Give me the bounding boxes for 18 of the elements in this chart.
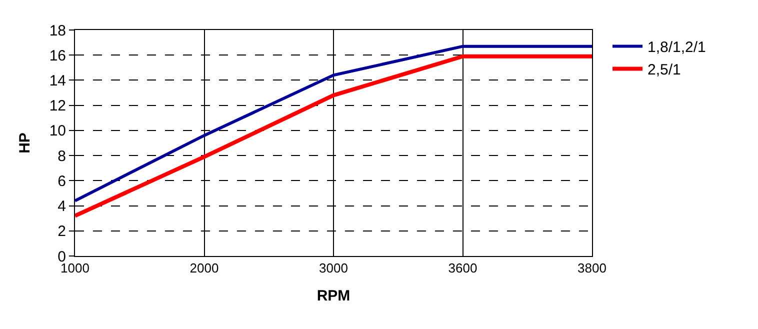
y-axis-title: HP bbox=[16, 132, 34, 154]
x-tick-label: 2000 bbox=[190, 260, 219, 276]
y-tick-label: 12 bbox=[49, 98, 66, 115]
x-tick-label: 3600 bbox=[448, 260, 478, 276]
y-tick-label: 8 bbox=[58, 148, 66, 165]
y-tick-label: 16 bbox=[49, 47, 66, 64]
y-tick-label: 6 bbox=[58, 172, 66, 190]
x-tick-label: 3000 bbox=[319, 260, 348, 276]
legend-label: 1,8/1,2/1 bbox=[648, 39, 706, 56]
legend-label: 2,5/1 bbox=[648, 62, 681, 79]
y-tick-label: 2 bbox=[58, 223, 66, 240]
x-tick-label: 3800 bbox=[578, 260, 606, 276]
y-tick-label: 10 bbox=[49, 122, 66, 140]
y-tick-label: 14 bbox=[49, 72, 66, 90]
x-axis-title: RPM bbox=[316, 288, 350, 305]
y-tick-label: 18 bbox=[49, 22, 66, 40]
y-tick-label: 4 bbox=[58, 198, 66, 216]
x-tick-label: 1000 bbox=[60, 260, 90, 276]
